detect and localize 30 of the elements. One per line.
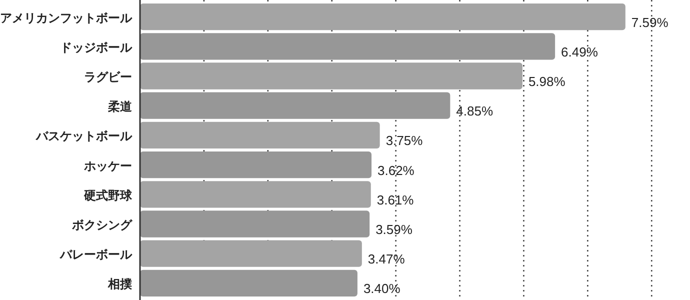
bar (140, 240, 362, 267)
data-label: 3.40% (363, 281, 401, 296)
y-tick-label: 硬式野球 (83, 188, 133, 202)
y-tick-label: バスケットボール (35, 129, 133, 144)
data-label: 3.47% (368, 252, 406, 267)
bar (140, 62, 522, 90)
data-label: 3.59% (376, 222, 413, 237)
bar (140, 181, 371, 208)
bar (140, 270, 358, 297)
bar (140, 3, 626, 30)
data-label: 6.49% (561, 44, 598, 60)
y-tick-label: アメリカンフットボール (0, 10, 133, 25)
data-label: 3.75% (386, 133, 424, 148)
data-label: 7.59% (631, 14, 669, 30)
data-label: 3.61% (376, 192, 414, 208)
data-label: 3.62% (378, 162, 415, 178)
y-tick-label: 相撲 (107, 277, 133, 292)
data-label: 4.85% (456, 104, 494, 119)
bar (140, 151, 372, 178)
y-tick-label: バレーボール (59, 248, 133, 262)
bar (140, 33, 556, 60)
y-tick-label: ホッケー (83, 158, 132, 173)
y-tick-label: ドッジボール (60, 40, 133, 54)
bar (140, 210, 370, 238)
bar (140, 122, 380, 149)
y-tick-label: 柔道 (107, 100, 133, 114)
y-tick-label: ボクシング (71, 218, 133, 232)
bar (140, 92, 450, 119)
y-tick-label: ラグビー (84, 70, 132, 84)
data-label: 5.98% (528, 74, 566, 89)
